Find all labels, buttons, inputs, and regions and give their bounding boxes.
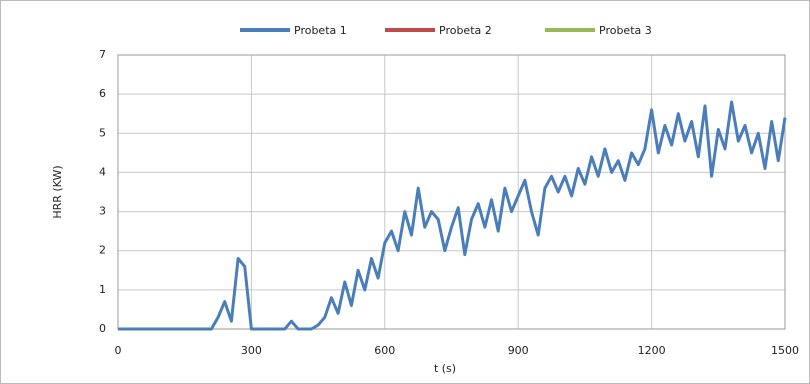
y-tick-label: 6 (99, 87, 106, 100)
legend-label: Probeta 3 (599, 24, 652, 37)
series-line (118, 100, 787, 331)
y-axis-label: HRR (KW) (51, 165, 64, 218)
x-tick-label: 0 (115, 344, 122, 357)
y-tick-label: 4 (99, 165, 106, 178)
legend-label: Probeta 2 (439, 24, 492, 37)
x-tick-label: 1200 (638, 344, 666, 357)
x-tick-label: 900 (508, 344, 529, 357)
y-tick-label: 7 (99, 48, 106, 61)
x-axis-label: t (s) (434, 362, 456, 375)
x-tick-label: 600 (374, 344, 395, 357)
x-tick-label: 1500 (771, 344, 799, 357)
y-tick-label: 2 (99, 244, 106, 257)
y-tick-label: 1 (99, 283, 106, 296)
y-tick-label: 3 (99, 205, 106, 218)
y-tick-label: 5 (99, 126, 106, 139)
legend-label: Probeta 1 (294, 24, 347, 37)
plot-border (117, 54, 786, 330)
y-tick-label: 0 (99, 322, 106, 335)
x-tick-label: 300 (241, 344, 262, 357)
